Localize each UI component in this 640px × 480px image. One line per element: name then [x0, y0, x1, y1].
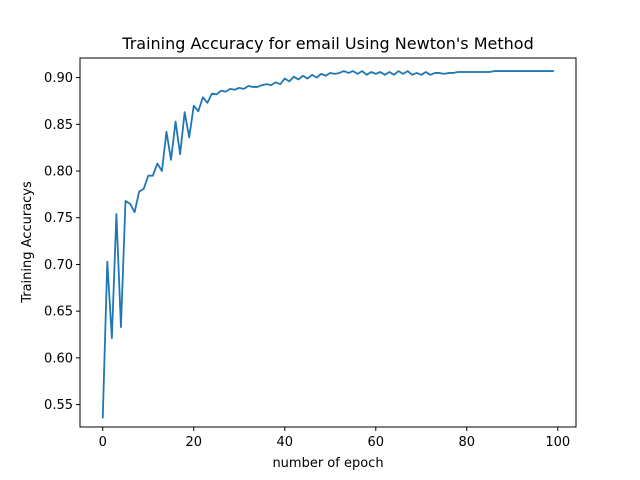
y-axis-label: Training Accuracys	[20, 181, 35, 304]
x-tick-label: 0	[99, 435, 107, 450]
y-tick-label: 0.55	[44, 398, 73, 413]
y-axis: 0.55 0.60 0.65 0.70 0.75 0.80 0.85 0.90	[44, 71, 80, 413]
x-tick-label: 80	[459, 435, 476, 450]
y-tick-label: 0.90	[44, 71, 73, 86]
y-tick-label: 0.60	[44, 351, 73, 366]
x-axis-label: number of epoch	[272, 456, 383, 471]
y-tick-label: 0.85	[44, 118, 73, 133]
y-tick-label: 0.65	[44, 305, 73, 320]
plot-area	[101, 70, 555, 419]
chart-title: Training Accuracy for email Using Newton…	[121, 34, 533, 53]
axes-frame	[79, 57, 577, 428]
x-tick-label: 60	[368, 435, 385, 450]
x-tick-label: 20	[185, 435, 202, 450]
x-tick-label: 40	[276, 435, 293, 450]
series-line-0	[101, 70, 555, 419]
y-tick-label: 0.75	[44, 211, 73, 226]
x-tick-label: 100	[545, 435, 570, 450]
y-tick-label: 0.70	[44, 258, 73, 273]
x-axis: 0 20 40 60 80 100	[99, 427, 570, 450]
y-tick-label: 0.80	[44, 165, 73, 180]
